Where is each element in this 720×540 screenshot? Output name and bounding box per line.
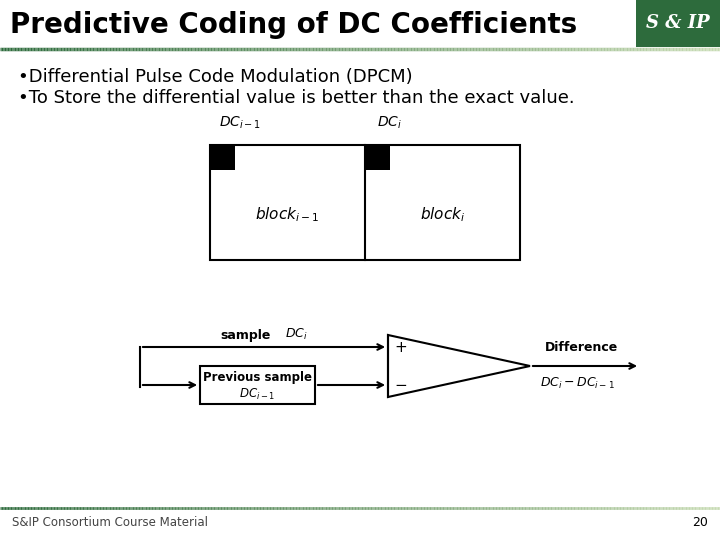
Text: •Differential Pulse Code Modulation (DPCM): •Differential Pulse Code Modulation (DPC… [18, 68, 413, 86]
Text: $DC_{i}$: $DC_{i}$ [377, 114, 402, 131]
Text: S & IP: S & IP [646, 15, 710, 32]
Text: $DC_i-DC_{i-1}$: $DC_i-DC_{i-1}$ [540, 376, 615, 391]
Text: $block_{i}$: $block_{i}$ [420, 206, 465, 224]
Text: $DC_i$: $DC_i$ [285, 327, 307, 342]
Text: Difference: Difference [545, 341, 618, 354]
Bar [365, 145, 390, 170]
Text: Previous sample: Previous sample [203, 372, 312, 384]
Text: +: + [394, 340, 407, 354]
Text: •To Store the differential value is better than the exact value.: •To Store the differential value is bett… [18, 89, 575, 107]
Text: 20: 20 [692, 516, 708, 529]
Text: sample: sample [220, 329, 271, 342]
Text: Predictive Coding of DC Coefficients: Predictive Coding of DC Coefficients [10, 11, 577, 39]
Bar [210, 145, 235, 170]
Text: S&IP Consortium Course Material: S&IP Consortium Course Material [12, 516, 208, 529]
Bar [636, 0, 720, 47]
Bar [200, 366, 315, 404]
Bar [210, 145, 520, 260]
Text: $block_{i-1}$: $block_{i-1}$ [256, 206, 320, 224]
Text: $DC_{i-1}$: $DC_{i-1}$ [219, 114, 261, 131]
Text: −: − [394, 377, 407, 393]
Text: $DC_{i-1}$: $DC_{i-1}$ [240, 387, 276, 402]
